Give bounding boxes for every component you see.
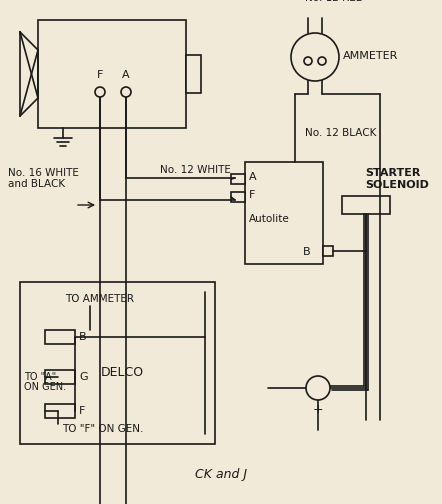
Text: ON GEN.: ON GEN.: [24, 382, 66, 392]
Bar: [45, 404, 75, 418]
Text: No. 12 BLACK: No. 12 BLACK: [305, 128, 377, 138]
Circle shape: [318, 57, 326, 65]
Bar: [245, 162, 323, 264]
Text: G: G: [79, 372, 88, 382]
Text: CK and J: CK and J: [195, 468, 247, 481]
Text: DELCO: DELCO: [101, 365, 144, 379]
Text: AMMETER: AMMETER: [343, 51, 398, 61]
Text: F: F: [249, 190, 255, 200]
Text: F: F: [97, 70, 103, 80]
Text: F: F: [79, 406, 85, 416]
Text: A: A: [122, 70, 130, 80]
Circle shape: [306, 376, 330, 400]
Bar: [323, 246, 333, 256]
Bar: [45, 370, 75, 384]
Circle shape: [95, 87, 105, 97]
Text: TO "F" ON GEN.: TO "F" ON GEN.: [62, 424, 143, 434]
Bar: [186, 55, 201, 93]
Text: STARTER: STARTER: [365, 168, 420, 178]
Text: B: B: [303, 247, 311, 257]
Text: A: A: [249, 172, 257, 182]
Bar: [231, 174, 245, 184]
Circle shape: [121, 87, 131, 97]
Text: No. 12 WHITE: No. 12 WHITE: [160, 165, 231, 175]
Text: No. 16 WHITE: No. 16 WHITE: [8, 168, 79, 178]
Text: TO "A": TO "A": [24, 372, 56, 382]
Text: B: B: [79, 332, 87, 342]
Circle shape: [304, 57, 312, 65]
Text: and BLACK: and BLACK: [8, 179, 65, 189]
Bar: [342, 196, 390, 214]
Text: No. 12 RED: No. 12 RED: [305, 0, 364, 3]
Circle shape: [291, 33, 339, 81]
Text: Autolite: Autolite: [249, 214, 290, 224]
Bar: [38, 20, 186, 128]
Bar: [20, 282, 215, 444]
Text: TO AMMETER: TO AMMETER: [65, 294, 134, 304]
Text: SOLENOID: SOLENOID: [365, 180, 429, 190]
Bar: [45, 330, 75, 344]
Bar: [231, 192, 245, 202]
Text: +: +: [312, 403, 323, 416]
